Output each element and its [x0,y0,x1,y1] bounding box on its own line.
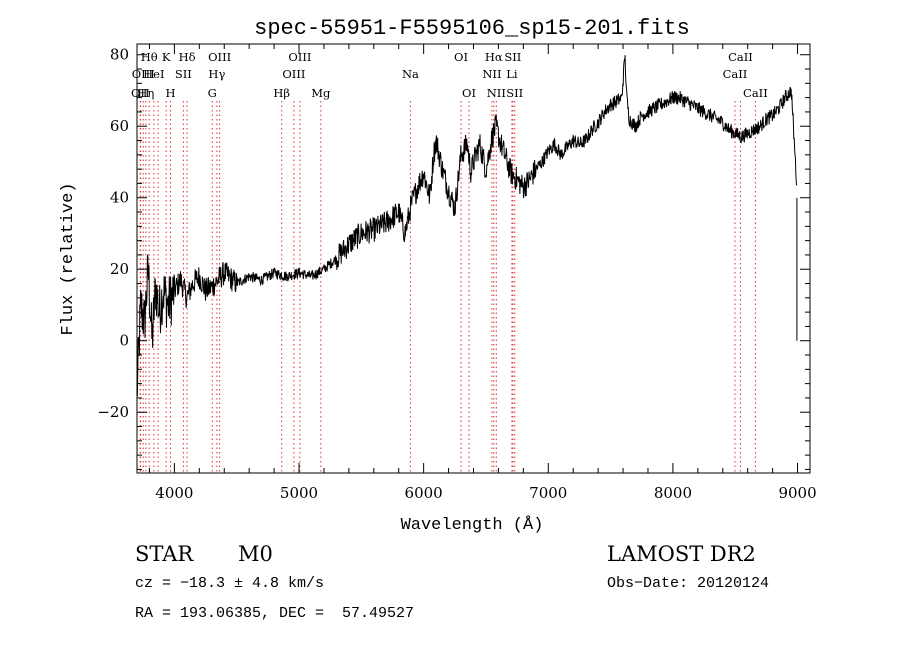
x-tick-label: 5000 [280,484,318,502]
line-label: SII [175,67,192,81]
emission-line-markers: OIIOIIIHηHθHeIKHSIIHδGHγOIIIHβOIIIOIIIMg… [131,50,768,473]
line-label: HeI [143,67,164,81]
line-label: OIII [288,50,311,64]
x-tick-label: 6000 [405,484,443,502]
line-label: SII [504,50,521,64]
line-label: SII [506,86,523,100]
line-label: Hγ [208,67,225,81]
line-label: OII [131,86,150,100]
obs-date: Obs−Date: 20120124 [607,575,770,592]
line-label: Hβ [273,86,290,100]
line-label: Hα [485,50,503,64]
line-label: CaII [743,86,768,100]
line-label: NII [482,67,501,81]
line-label: CaII [728,50,753,64]
object-class: STAR [135,542,194,566]
x-axis-label: Wavelength (Å) [401,516,544,535]
chart-title: spec-55951-F5595106_sp15-201.fits [254,16,690,41]
spectrum-data [136,55,798,397]
y-tick-label: 0 [119,332,129,350]
x-tick-label: 8000 [654,484,692,502]
plot-frame [136,43,811,474]
redshift-text: cz = −18.3 ± 4.8 km/s [135,575,325,592]
survey-name: LAMOST DR2 [607,542,756,566]
line-label: NII [487,86,506,100]
line-label: CaII [723,67,748,81]
y-tick-label: 20 [110,260,129,278]
line-label: OI [462,86,476,100]
line-label: Mg [311,86,331,100]
line-label: Na [402,67,419,81]
spectrum-line [136,55,798,397]
y-tick-label: 80 [110,46,129,64]
line-label: Li [506,67,518,81]
object-subclass: M0 [238,542,273,566]
line-label: K [162,50,171,64]
y-tick-label: −20 [97,403,129,421]
line-label: Hδ [179,50,196,64]
line-label: Hθ [141,50,158,64]
line-label: H [166,86,176,100]
y-tick-label: 60 [110,117,129,135]
x-tick-label: 9000 [778,484,816,502]
x-tick-label: 7000 [529,484,567,502]
x-tick-label: 4000 [155,484,193,502]
y-axis-label: Flux (relative) [59,182,78,335]
line-label: OIII [282,67,305,81]
line-label: OIII [208,50,231,64]
line-label: OI [454,50,468,64]
line-label: Hη [137,86,154,100]
line-label: G [208,86,217,100]
coordinates: RA = 193.06385, DEC = 57.49527 [135,605,415,622]
axes: 4000 5000 6000 7000 8000 9000 −20 0 20 40 60 80 [97,43,817,502]
y-tick-label: 40 [110,189,129,207]
